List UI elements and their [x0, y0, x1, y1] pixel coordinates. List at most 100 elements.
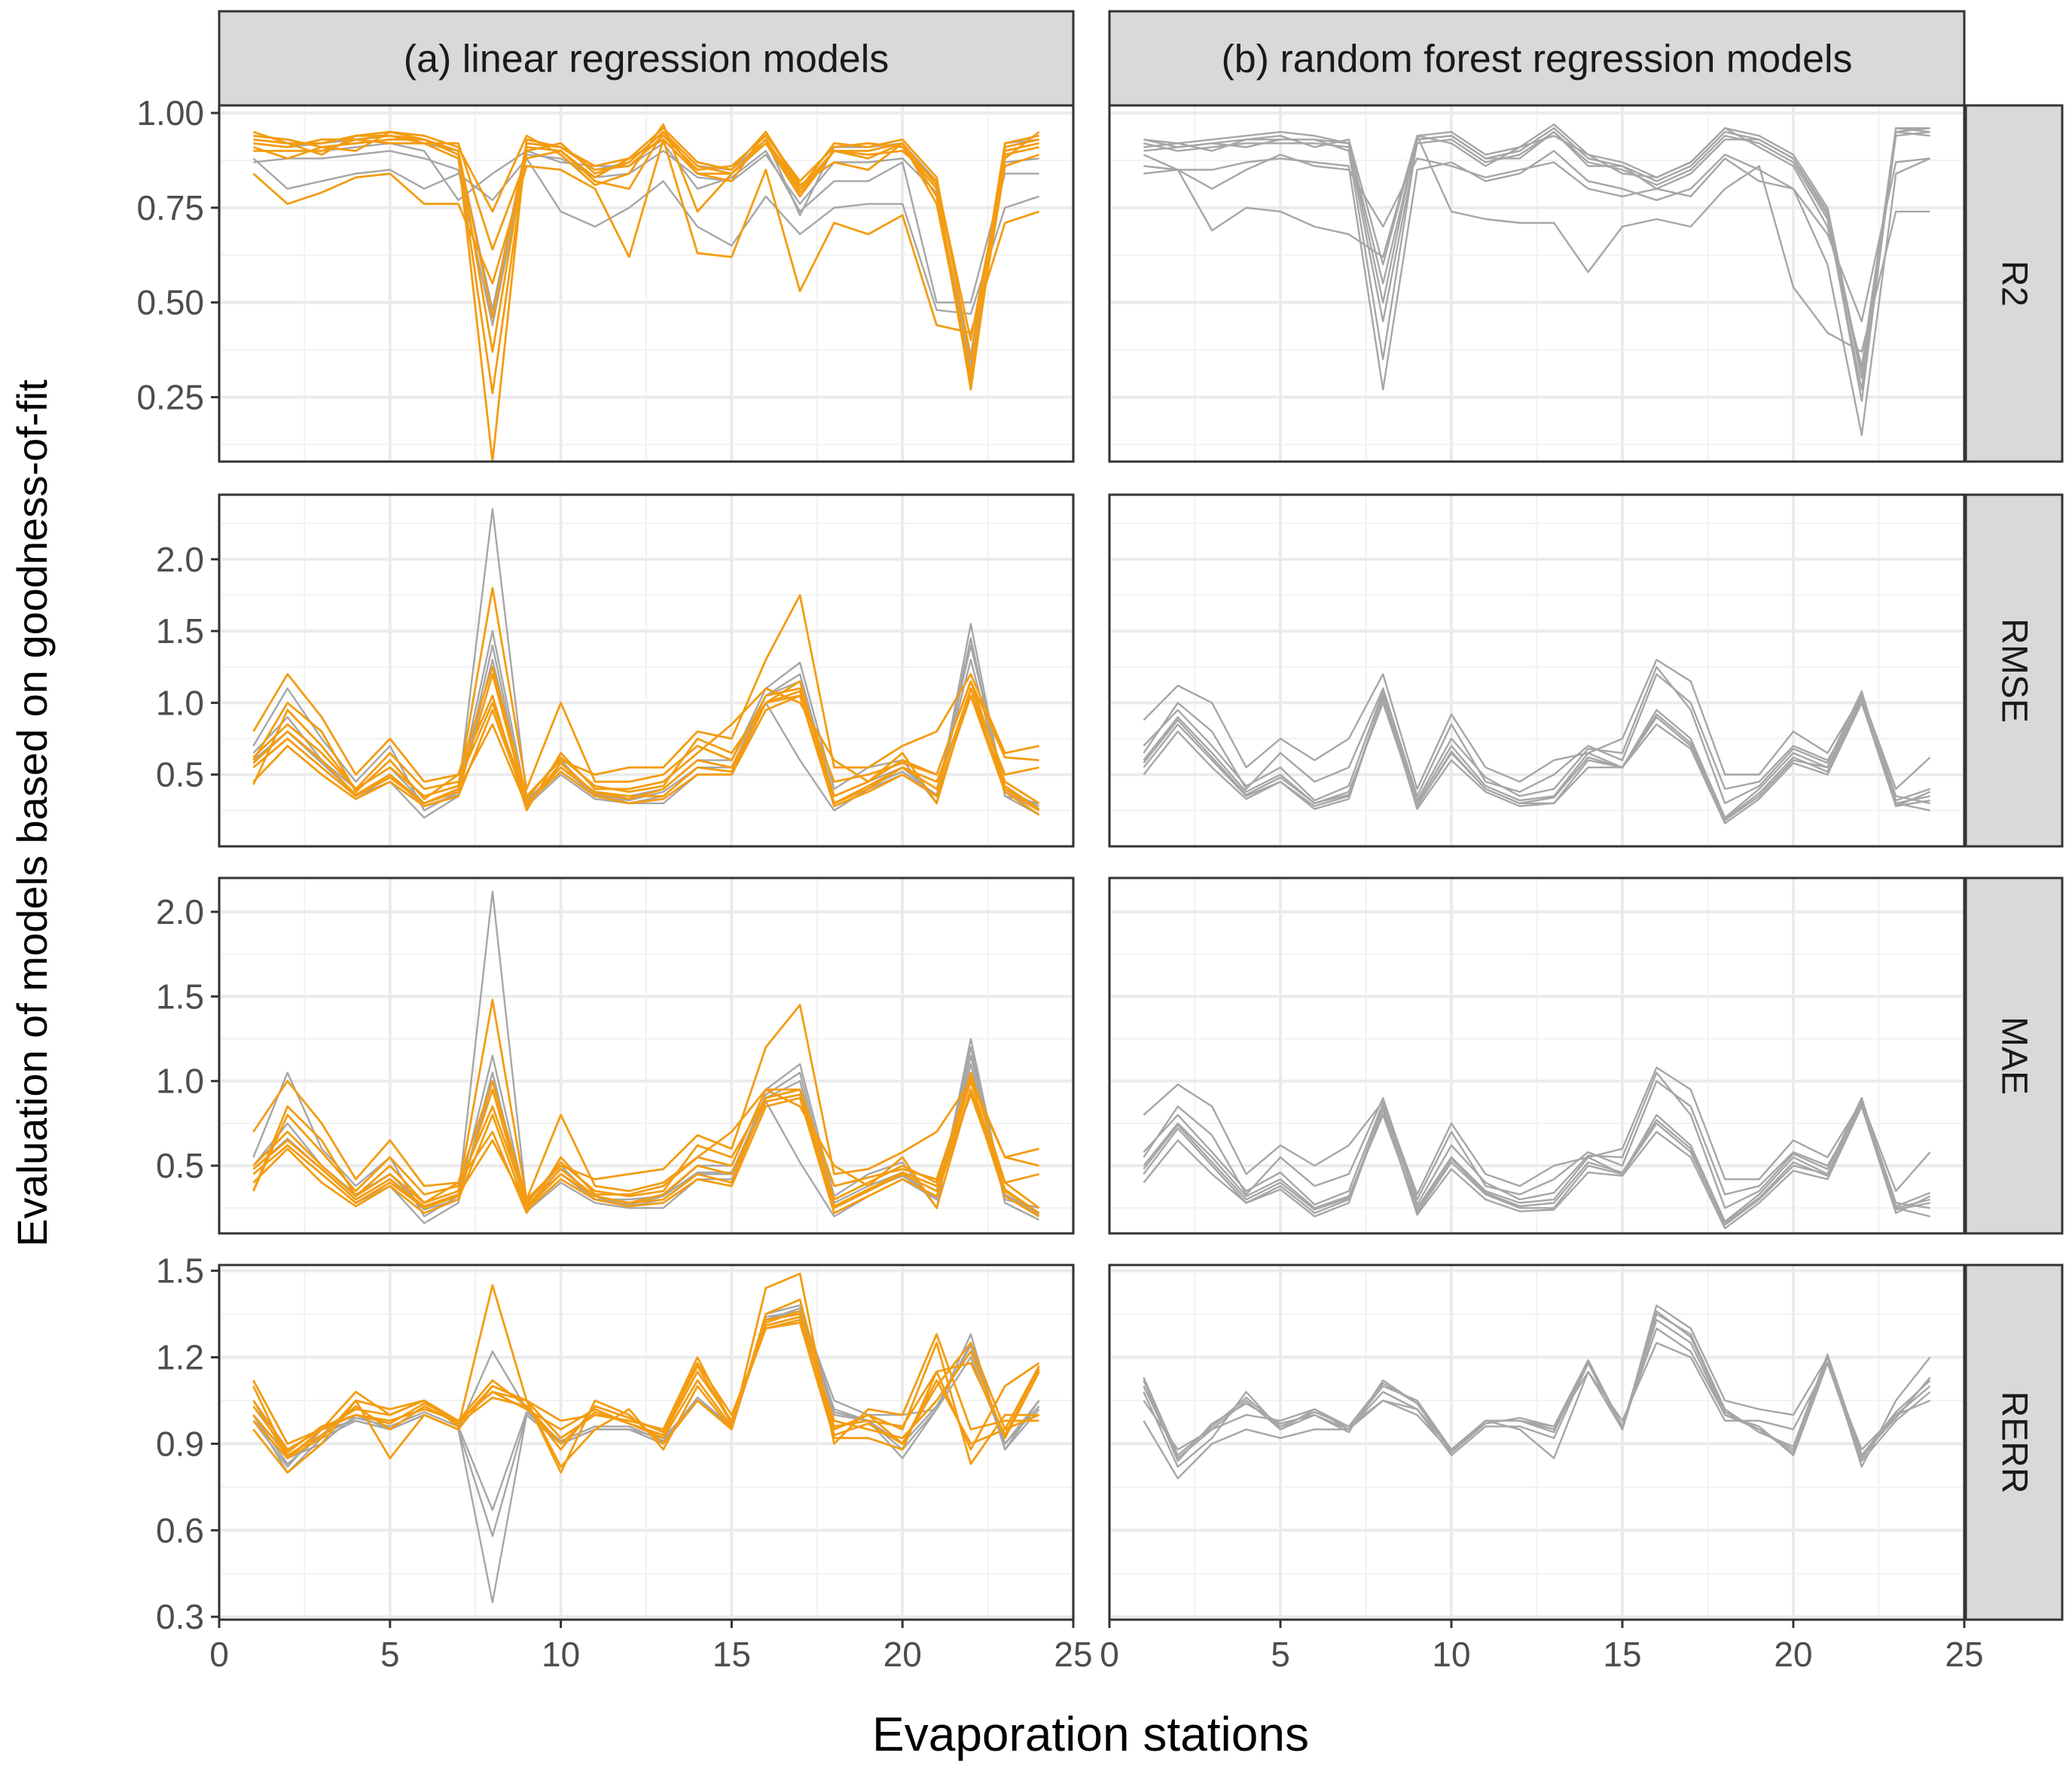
series-line-grey-3 [1143, 127, 1930, 368]
series-line-orange-4 [252, 594, 1039, 797]
series-line-grey-1 [1143, 1096, 1930, 1227]
series-line-grey-2 [1143, 1100, 1930, 1223]
x-tick-label: 10 [1432, 1635, 1470, 1674]
series-line-grey-6 [1143, 1310, 1931, 1456]
series-line-orange-7 [252, 1076, 1039, 1204]
series-line-grey-2 [1143, 130, 1930, 391]
panel-lr-rmse [218, 493, 1075, 848]
strip-label-r2: R2 [1994, 261, 2034, 306]
x-tick-label: 25 [1054, 1635, 1092, 1674]
series-line-orange-6 [252, 1093, 1040, 1215]
series-line-orange-6 [252, 694, 1040, 810]
x-tick-label: 0 [209, 1635, 229, 1674]
series-line-orange-3 [252, 694, 1040, 816]
panel-border [1108, 1264, 1966, 1621]
panel-border [218, 876, 1075, 1235]
series-line-grey-3 [1143, 694, 1931, 825]
axes-layer: 0.25 0.50 0.75 1.00 0.5 1.0 1.5 2.0 0.5 1.0 1.5 2.0… [136, 93, 1983, 1674]
strip-background [1964, 104, 2064, 463]
y-tick-label: 2.0 [156, 540, 204, 579]
series-line-grey-4 [1143, 659, 1931, 791]
strip-r2: R2 [1964, 104, 2064, 463]
y-tick-label: 1.5 [156, 1251, 204, 1291]
strip-mae: MAE [1964, 876, 2064, 1235]
strip-background [1108, 10, 1966, 107]
y-tick-label: 1.00 [136, 93, 204, 133]
series-line-orange-1 [253, 127, 1039, 361]
series-line-orange-5 [252, 138, 1040, 334]
series-line-grey-6 [1143, 135, 1930, 353]
panel-lr-rerr [218, 1264, 1075, 1621]
strip-label-rerr: RERR [1994, 1391, 2034, 1493]
panel-border [1108, 493, 1966, 848]
y-tick-label: 1.2 [156, 1338, 204, 1377]
strip-top-lr: (a) linear regression models [218, 10, 1075, 107]
panel-border [218, 1264, 1075, 1621]
series-line-grey-1 [252, 508, 1039, 812]
panel-rf-rmse [1108, 493, 1966, 848]
strip-label-rmse: RMSE [1994, 618, 2034, 723]
x-tick-label: 5 [1271, 1635, 1290, 1674]
series-line-grey-4 [1143, 127, 1930, 402]
strip-label-rf: (b) random forest regression models [1221, 38, 1852, 81]
y-tick-label: 1.5 [156, 611, 204, 651]
x-tick-label: 20 [1774, 1635, 1812, 1674]
x-tick-label: 25 [1945, 1635, 1983, 1674]
series-line-grey-4 [1143, 1304, 1931, 1480]
y-tick-label: 0.50 [136, 283, 204, 322]
x-tick-label: 15 [713, 1635, 751, 1674]
y-tick-label: 0.3 [156, 1597, 204, 1636]
series-line-grey-2 [253, 142, 1039, 303]
series-line-grey-5 [1143, 1342, 1931, 1451]
series-line-grey-7 [1143, 154, 1930, 322]
y-tick-label: 0.75 [136, 188, 204, 227]
series-line-orange-5 [252, 687, 1039, 812]
strip-background [1964, 493, 2064, 848]
panel-border [218, 493, 1075, 848]
series-line-orange-4 [252, 1298, 1039, 1474]
series-line-grey-6 [1143, 1102, 1931, 1224]
y-tick-label: 1.0 [156, 683, 204, 722]
series-line-orange-6 [252, 1309, 1040, 1457]
y-tick-label: 0.5 [156, 1146, 204, 1185]
panel-border [1108, 876, 1966, 1235]
strip-background [218, 10, 1075, 107]
series-line-orange-7 [252, 130, 1039, 387]
panel-lr-r2 [218, 104, 1075, 463]
strip-background [1964, 1264, 2064, 1621]
y-tick-label: 0.5 [156, 755, 204, 794]
strip-background [1964, 876, 2064, 1235]
strip-rmse: RMSE [1964, 493, 2064, 848]
strip-label-mae: MAE [1994, 1017, 2034, 1095]
y-axis-title: Evaluation of models based on goodness-o… [8, 380, 56, 1247]
x-tick-label: 20 [883, 1635, 922, 1674]
y-tick-label: 0.6 [156, 1510, 204, 1550]
series-line-orange-2 [252, 998, 1040, 1209]
y-tick-label: 0.25 [136, 377, 204, 416]
x-tick-label: 5 [380, 1635, 400, 1674]
strip-rerr: RERR [1964, 1264, 2064, 1621]
panel-rf-mae [1108, 876, 1966, 1235]
panel-lr-mae [218, 876, 1075, 1235]
y-tick-label: 1.0 [156, 1062, 204, 1101]
series-line-grey-8 [1143, 123, 1930, 376]
series-line-orange-3 [252, 1088, 1040, 1218]
series-line-orange-5 [252, 1088, 1039, 1215]
y-tick-label: 1.5 [156, 977, 204, 1016]
series-line-grey-5 [1143, 1080, 1930, 1218]
series-line-grey-4 [1143, 1066, 1931, 1196]
series-line-orange-1 [252, 672, 1040, 812]
series-line-grey-2 [1143, 1327, 1931, 1468]
series-line-orange-4 [252, 1004, 1039, 1201]
y-tick-label: 0.9 [156, 1424, 204, 1463]
x-axis-title: Evaporation stations [872, 1707, 1309, 1761]
strip-top-rf: (b) random forest regression models [1108, 10, 1966, 107]
x-tick-label: 0 [1100, 1635, 1119, 1674]
panel-rf-rerr [1108, 1264, 1966, 1621]
series-line-grey-7 [1143, 666, 1930, 807]
series-line-orange-7 [252, 680, 1039, 800]
series-line-orange-7 [252, 1315, 1040, 1454]
series-line-grey-7 [1143, 1071, 1930, 1211]
series-line-grey-3 [1143, 1105, 1931, 1230]
